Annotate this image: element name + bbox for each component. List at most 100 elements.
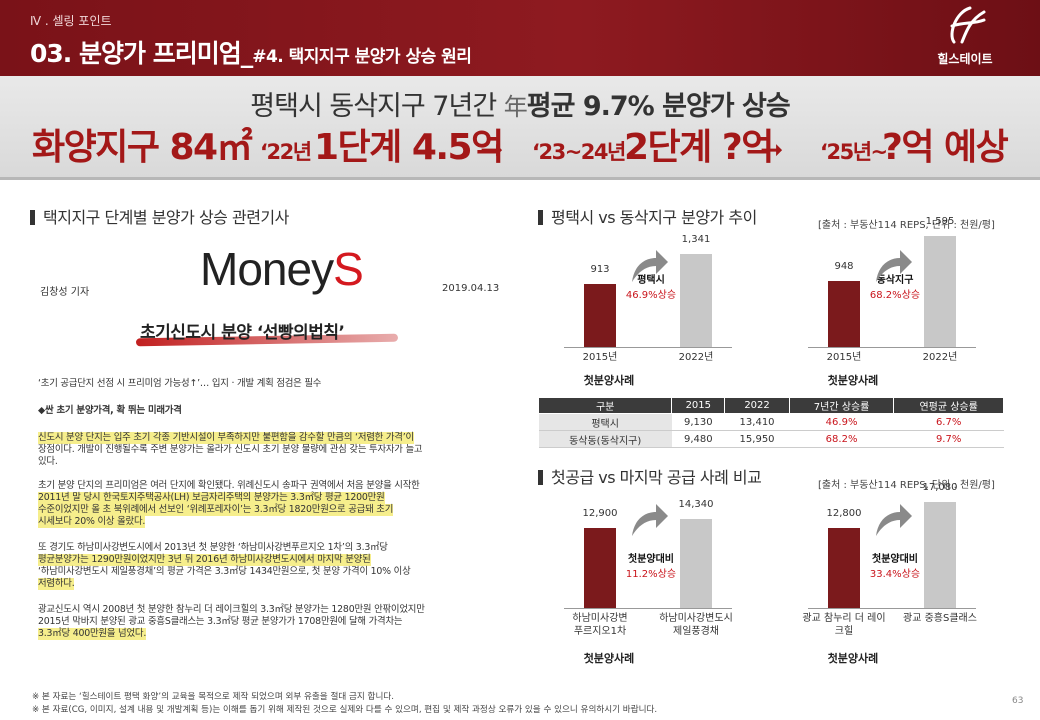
table-cell: 9,130 bbox=[671, 413, 725, 431]
x-tick-label: 2015년 bbox=[826, 352, 862, 363]
x-tick-label: 2015년 bbox=[582, 352, 618, 363]
table-row: 동삭동(동삭지구) 9,480 15,950 68.2% 9.7% bbox=[538, 430, 1004, 448]
growth-callout: 첫분양대비 33.4%상승 bbox=[850, 552, 940, 582]
table-cell: 9,480 bbox=[671, 430, 725, 448]
article-line: 수준이었지만 올 초 북위례에서 선보인 ‘위례포레자이’는 3.3㎡당 182… bbox=[38, 504, 394, 516]
article-line: 저렴하다. bbox=[38, 578, 75, 590]
outlet-logo-b: S bbox=[333, 243, 364, 295]
article-line: ‘하남미사강변도시 제일풍경채’의 평균 가격은 3.3㎡당 1434만원으로,… bbox=[38, 566, 411, 577]
step3-text: ?억 예상 bbox=[882, 127, 1009, 168]
brand-logo-icon bbox=[950, 6, 986, 44]
callout-name: 평택시 bbox=[637, 275, 665, 286]
bar-동삭지구-0 bbox=[828, 281, 860, 347]
article-line: 또 경기도 하남미사강변도시에서 2013년 첫 분양한 ‘하남미사강변푸르지오… bbox=[38, 542, 388, 553]
bar-광교신도시-0 bbox=[828, 528, 860, 608]
article-line: 2015년 막바지 분양된 광교 중흥S클래스는 3.3㎡당 평균 분양가가 1… bbox=[38, 616, 403, 627]
bar-value-label: 1,341 bbox=[681, 233, 711, 245]
bar-평택시-0 bbox=[584, 283, 616, 347]
table-header-cell: 구분 bbox=[537, 397, 673, 414]
article-line: 평균분양가는 1290만원이었지만 3년 뒤 2016년 하남미사강변도시에서 … bbox=[38, 554, 371, 566]
brand-name: 힐스테이트 bbox=[937, 52, 993, 66]
header-band: Ⅳ . 셀링 포인트 03. 분양가 프리미엄_#4. 택지지구 분양가 상승 … bbox=[0, 0, 1040, 76]
callout-rate: 33.4%상승 bbox=[869, 569, 921, 580]
chart-caption: 첫분양사례 bbox=[583, 652, 635, 665]
chart2: 12,900 하남미사강변 푸르지오1차 14,340 하남미사강변도시 제일풍경채 첫… bbox=[538, 482, 1008, 673]
bar-동삭지구-1 bbox=[924, 236, 956, 347]
bar-광교신도시-1 bbox=[924, 501, 956, 608]
banner-kanji: 年 bbox=[503, 93, 528, 121]
table-row: 평택시 9,130 13,410 46.9% 6.7% bbox=[538, 413, 1004, 431]
chart2-source: [출처 : 부동산114 REPS, 단위 : 천원/평] bbox=[818, 480, 995, 491]
article-headline: 초기신도시 분양 ‘선빵의법칙’ bbox=[140, 323, 345, 343]
bar-평택시-1 bbox=[680, 253, 712, 347]
callout-rate: 11.2%상승 bbox=[625, 569, 677, 580]
article-line: 3.3㎡당 400만원을 넘었다. bbox=[38, 628, 147, 640]
chart1-heading: 평택시 vs 동삭지구 분양가 추이 bbox=[538, 204, 757, 228]
step2-year: ‘23~24년 bbox=[532, 140, 626, 164]
table-cell: 9.7% bbox=[893, 430, 1004, 448]
footer-note-1: ※ 본 자료는 ‘힐스테이트 평택 화양’의 교육을 목적으로 제작 되었으며 … bbox=[32, 692, 394, 702]
step2-text: 2단계 ?억 bbox=[624, 127, 774, 168]
chart-axis bbox=[564, 608, 732, 609]
growth-arrow-icon bbox=[632, 504, 668, 536]
chart-axis bbox=[808, 347, 976, 348]
footer-note-2: ※ 본 자료(CG, 이미지, 설계 내용 및 개발계획 등)는 이해를 돕기 … bbox=[32, 705, 658, 715]
chart-caption: 첫분양사례 bbox=[827, 652, 879, 665]
page-title: 03. 분양가 프리미엄_#4. 택지지구 분양가 상승 원리 bbox=[30, 34, 472, 70]
chart1-source: [출처 : 부동산114 REPS, 단위 : 천원/평] bbox=[818, 220, 995, 231]
bar-value-label: 1,595 bbox=[925, 216, 955, 228]
page-title-sub: #4. 택지지구 분양가 상승 원리 bbox=[252, 47, 472, 67]
chart-axis bbox=[564, 347, 732, 348]
growth-arrow-icon bbox=[876, 250, 912, 282]
article-line: ‘초기 공급단지 선점 시 프리미엄 가능성↑’… 입지 · 개발 계획 점검은… bbox=[38, 378, 322, 389]
chart-caption: 첫분양사례 bbox=[827, 374, 879, 387]
bar-하남미사강변도시-0 bbox=[584, 527, 616, 608]
chart-caption: 첫분양사례 bbox=[583, 374, 635, 387]
bar-value-label: 12,900 bbox=[582, 507, 618, 519]
x-tick-label: 광교 참누리 더 레이크힐 bbox=[802, 613, 886, 637]
banner-summary-pre: 평택시 동삭지구 7년간 bbox=[250, 91, 504, 122]
bar-value-label: 12,800 bbox=[826, 508, 862, 520]
table-header-cell: 7년간 상승률 bbox=[788, 397, 895, 414]
bar-하남미사강변도시-1 bbox=[680, 518, 712, 608]
step3-year: ‘25년~ bbox=[820, 140, 888, 164]
table-cell: 6.7% bbox=[893, 413, 1004, 431]
bar-value-label: 948 bbox=[834, 261, 854, 273]
banner-summary: 평택시 동삭지구 7년간 年평균 9.7% 분양가 상승 bbox=[0, 84, 1040, 123]
page-number: 63 bbox=[1012, 696, 1024, 706]
bar-value-label: 14,340 bbox=[678, 498, 714, 510]
price-table: 구분 2015 2022 7년간 상승률 연평균 상승률 평택시 9,130 13,410 4… bbox=[537, 397, 1004, 448]
callout-rate: 46.9%상승 bbox=[625, 290, 677, 301]
chart2-heading: 첫공급 vs 마지막 공급 사례 비교 bbox=[538, 464, 762, 488]
page-title-main: 03. 분양가 프리미엄_ bbox=[30, 39, 253, 68]
growth-arrow-icon bbox=[876, 504, 912, 536]
table-cell: 13,410 bbox=[724, 413, 790, 431]
section-label: Ⅳ . 셀링 포인트 bbox=[30, 14, 112, 28]
growth-callout: 첫분양대비 11.2%상승 bbox=[606, 552, 696, 582]
left-section-heading: 택지지구 단계별 분양가 상승 관련기사 bbox=[30, 204, 289, 228]
growth-arrow-icon bbox=[632, 250, 668, 282]
callout-name: 동삭지구 bbox=[876, 275, 914, 286]
x-tick-label: 2022년 bbox=[922, 352, 958, 363]
article-line: 있다. bbox=[38, 456, 58, 467]
bar-value-label: 17,080 bbox=[922, 481, 958, 493]
step1-text: 1단계 4.5억 bbox=[314, 127, 504, 168]
arrow-1-icon: ➞ bbox=[480, 133, 503, 166]
table-cell: 46.9% bbox=[789, 413, 894, 431]
callout-name: 첫분양대비 bbox=[628, 554, 674, 565]
table-cell: 68.2% bbox=[789, 430, 894, 448]
banner-price-steps: 화양지구 84㎡ ‘22년 1단계 4.5억 ➞ ‘23~24년 2단계 ?억 … bbox=[32, 122, 1022, 170]
bar-value-label: 913 bbox=[590, 263, 610, 275]
x-tick-label: 광교 중흥S클래스 bbox=[903, 613, 977, 624]
growth-callout: 동삭지구 68.2%상승 bbox=[850, 273, 940, 303]
article-reporter: 김창성 기자 bbox=[40, 287, 90, 298]
growth-callout: 평택시 46.9%상승 bbox=[606, 273, 696, 303]
article-line: 초기 분양 단지의 프리미엄은 여러 단지에 확인됐다. 위례신도시 송파구 권… bbox=[38, 480, 420, 491]
outlet-logo: MoneyS bbox=[200, 242, 364, 296]
article-line: ◆싼 초기 분양가격, 확 뛰는 미래가격 bbox=[38, 405, 182, 416]
x-tick-label: 하남미사강변도시 제일풍경채 bbox=[659, 613, 733, 637]
table-header-cell: 연평균 상승률 bbox=[893, 397, 1004, 414]
article-line: 광교신도시 역시 2008년 첫 분양한 참누리 더 레이크힐의 3.3㎡당 분… bbox=[38, 604, 425, 615]
article-line: 시세보다 20% 이상 올랐다. bbox=[38, 516, 146, 528]
table-header-cell: 2015 bbox=[671, 397, 726, 414]
